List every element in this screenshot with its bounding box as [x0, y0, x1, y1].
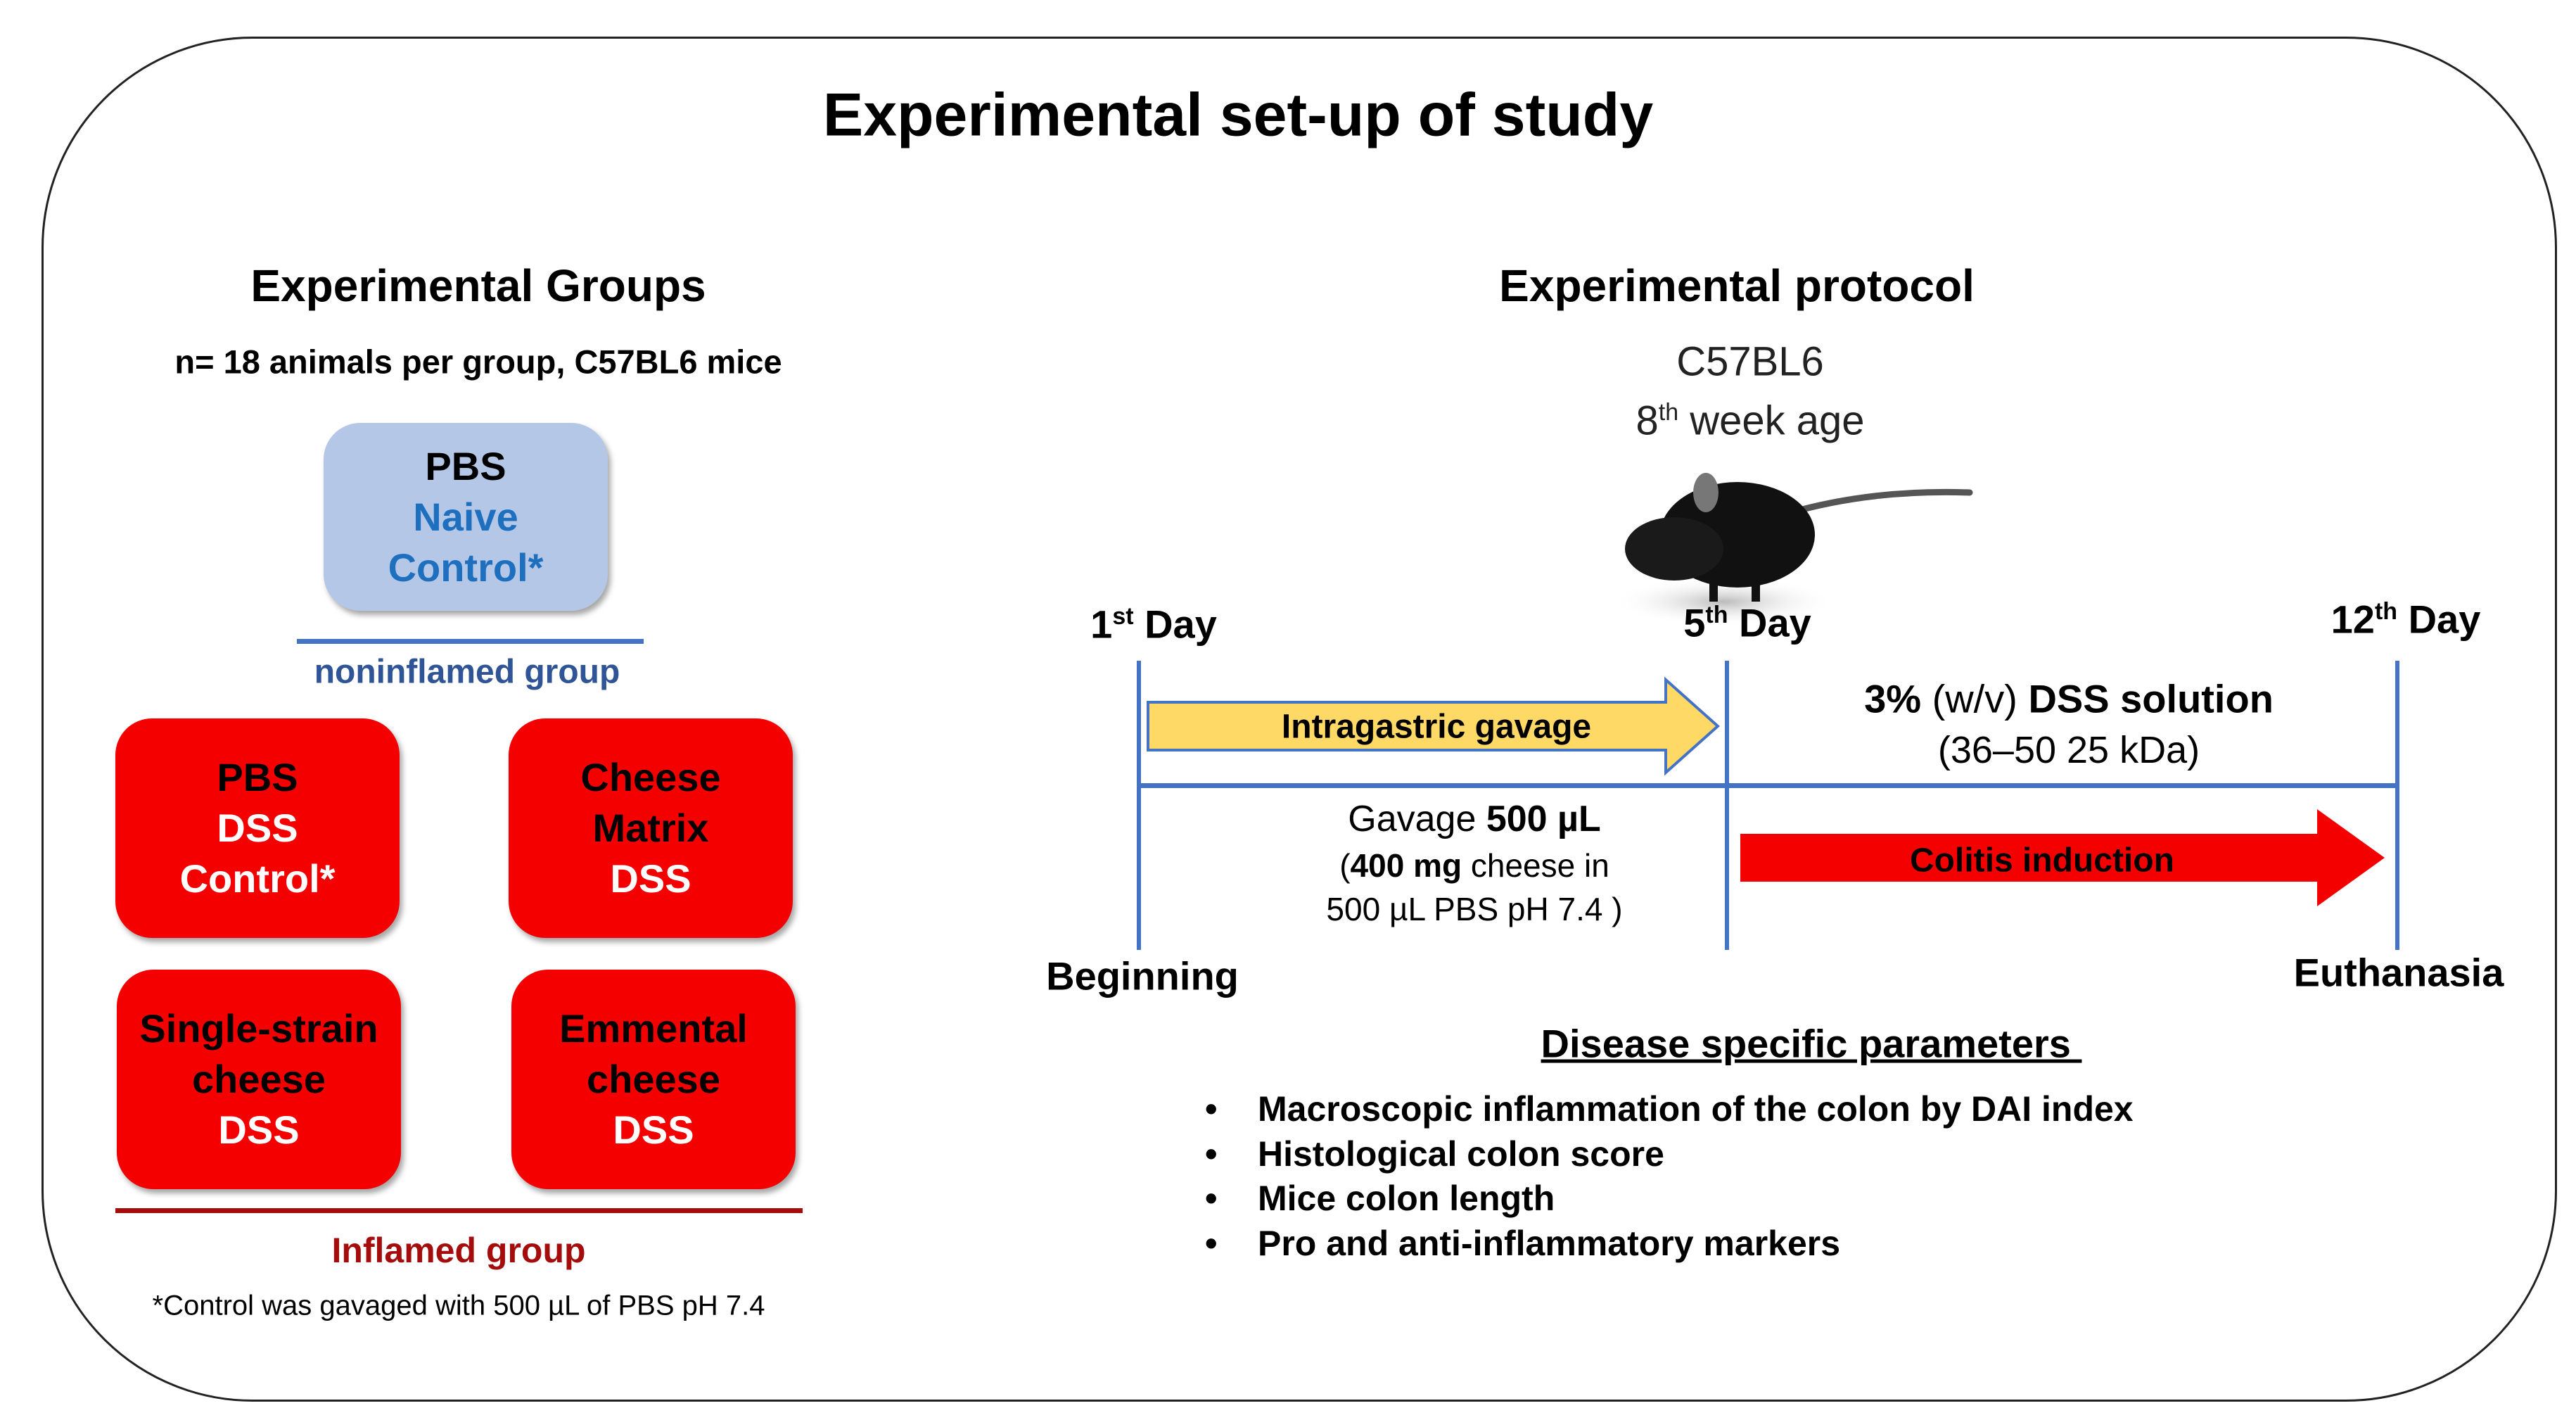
beginning-label: Beginning	[1046, 953, 1239, 998]
groups-heading: Experimental Groups	[250, 260, 706, 311]
box-line: DSS	[217, 806, 298, 850]
gavage-text: Gavage	[1348, 799, 1486, 839]
groups-subtitle: n= 18 animals per group, C57BL6 mice	[174, 343, 782, 381]
naive-line1: PBS	[425, 443, 506, 488]
box-line: PBS	[217, 755, 298, 799]
dss-solution-label: 3% (w/v) DSS solution	[1864, 676, 2274, 722]
box-line: Cheese	[580, 755, 721, 799]
age-suffix: th	[1658, 399, 1679, 426]
age-number: 8	[1635, 398, 1659, 444]
list-item: • Histological colon score	[1205, 1132, 2134, 1177]
strain-label: C57BL6	[1676, 338, 1824, 385]
gavage-dose-label: (400 mg cheese in	[1339, 846, 1609, 884]
age-label: 8th week age	[1635, 398, 1864, 445]
box-line: DSS	[613, 1108, 694, 1152]
box-line: Emmental	[559, 1006, 748, 1051]
bullet: •	[1205, 1223, 1218, 1263]
age-text: week age	[1678, 398, 1865, 444]
emmental-cheese-dss-box: Emmental cheese DSS	[511, 970, 796, 1189]
parameters-list: • Macroscopic inflammation of the colon b…	[1205, 1087, 2134, 1266]
list-item: • Macroscopic inflammation of the colon b…	[1205, 1087, 2134, 1132]
day-sup: st	[1112, 602, 1134, 630]
box-line: DSS	[610, 856, 691, 901]
footnote: *Control was gavaged with 500 µL of PBS …	[152, 1290, 765, 1321]
timeline-end-marker	[2395, 661, 2399, 950]
dss-kda-label: (36–50 25 kDa)	[1937, 729, 2200, 771]
gavage-volume-label: Gavage 500 µL	[1348, 798, 1601, 840]
gavage-arrow-label: Intragastric gavage	[1281, 708, 1592, 746]
figure-frame	[42, 37, 2557, 1402]
box-line: Control*	[179, 856, 336, 901]
dss-wv: (w/v)	[1921, 676, 2029, 721]
figure-title: Experimental set-up of study	[822, 81, 1654, 149]
euthanasia-label: Euthanasia	[2293, 950, 2504, 995]
item-text: Mice colon length	[1258, 1179, 1555, 1218]
dss-percent: 3%	[1864, 676, 1922, 721]
colitis-arrow	[1740, 809, 2385, 906]
day-num: 1	[1090, 602, 1113, 647]
protocol-heading: Experimental protocol	[1499, 260, 1975, 311]
day-5-label: 5th Day	[1683, 600, 1811, 646]
inflamed-divider	[115, 1208, 803, 1213]
timeline-axis	[1139, 783, 2397, 788]
bullet: •	[1205, 1179, 1218, 1218]
single-strain-cheese-dss-box: Single-strain cheese DSS	[117, 970, 401, 1189]
naive-control-box: PBS Naive Control*	[324, 423, 608, 611]
bullet: •	[1205, 1134, 1218, 1174]
mouse-image	[1611, 473, 1973, 626]
paren: (	[1339, 847, 1351, 884]
gavage-vehicle-label: 500 µL PBS pH 7.4 )	[1326, 891, 1623, 927]
list-item: • Pro and anti-inflammatory markers	[1205, 1222, 2134, 1267]
parameters-heading: Disease specific parameters	[1541, 1021, 2082, 1066]
day-sup: th	[1705, 601, 1728, 628]
box-line: cheese	[192, 1057, 326, 1101]
gavage-rest: cheese in	[1462, 847, 1609, 884]
gavage-mg: 400 mg	[1350, 847, 1462, 884]
day-text: Day	[1133, 602, 1217, 647]
day-num: 5	[1683, 600, 1706, 645]
cheese-matrix-dss-box: Cheese Matrix DSS	[509, 718, 793, 938]
item-text: Histological colon score	[1258, 1134, 1664, 1174]
inflamed-label: Inflamed group	[331, 1231, 586, 1270]
day-text: Day	[1728, 600, 1811, 645]
day-text: Day	[2397, 597, 2481, 642]
box-line: DSS	[218, 1108, 300, 1152]
naive-line2: Naive	[413, 494, 518, 539]
box-line: cheese	[587, 1057, 720, 1101]
colitis-arrow-label: Colitis induction	[1910, 842, 2174, 880]
noninflamed-divider	[297, 639, 644, 644]
day-num: 12	[2330, 597, 2375, 642]
box-line: Matrix	[592, 806, 709, 850]
naive-line3: Control*	[388, 545, 544, 590]
box-line: Single-strain	[139, 1006, 378, 1051]
item-text: Macroscopic inflammation of the colon by…	[1258, 1089, 2134, 1129]
gavage-arrow	[1147, 677, 1721, 775]
bullet: •	[1205, 1089, 1218, 1129]
gavage-volume: 500 µL	[1486, 799, 1601, 839]
item-text: Pro and anti-inflammatory markers	[1258, 1223, 1841, 1263]
day-12-label: 12th Day	[2331, 597, 2481, 642]
timeline-day5-marker	[1725, 661, 1729, 950]
day-sup: th	[2374, 597, 2398, 625]
list-item: • Mice colon length	[1205, 1177, 2134, 1222]
day-1-label: 1st Day	[1090, 602, 1217, 647]
dss-text: DSS solution	[2028, 676, 2274, 721]
noninflamed-label: noninflamed group	[314, 653, 620, 691]
timeline-start-marker	[1137, 661, 1141, 950]
pbs-dss-control-box: PBS DSS Control*	[115, 718, 400, 938]
